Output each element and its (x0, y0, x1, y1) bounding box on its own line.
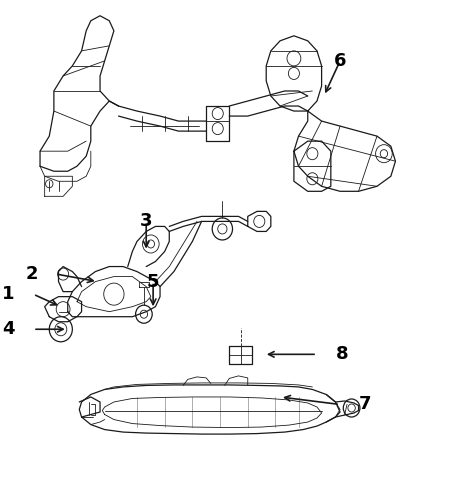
Text: 1: 1 (2, 285, 15, 303)
Text: 2: 2 (25, 265, 38, 283)
Text: 5: 5 (147, 273, 159, 291)
Text: 8: 8 (336, 346, 348, 363)
Text: 7: 7 (359, 395, 371, 413)
Text: 3: 3 (140, 212, 152, 230)
Text: 4: 4 (2, 320, 15, 338)
Text: 6: 6 (334, 52, 346, 70)
